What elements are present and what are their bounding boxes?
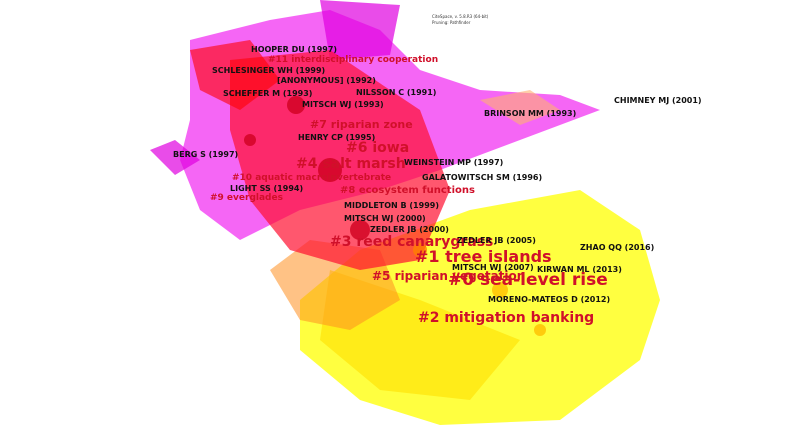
cluster-hulls bbox=[150, 0, 660, 425]
cluster-label: #6 iowa bbox=[346, 140, 409, 156]
cluster-label: #1 tree islands bbox=[415, 247, 552, 266]
reference-label: MITSCH WJ (2007) bbox=[452, 263, 534, 272]
reference-label: KIRWAN ML (2013) bbox=[537, 265, 622, 274]
node bbox=[287, 96, 305, 114]
labels: #0 sea-level rise #1 tree islands #2 mitig… bbox=[173, 45, 702, 326]
hull bbox=[150, 140, 200, 175]
hull bbox=[230, 50, 450, 270]
cluster-label: #5 riparian vegetation bbox=[372, 269, 525, 283]
reference-label: SCHEFFER M (1993) bbox=[223, 89, 312, 98]
info-block: CiteSpace, v. 5.8.R3 (64-bit)Pruning: Pa… bbox=[432, 14, 489, 25]
reference-label: LIGHT SS (1994) bbox=[230, 184, 303, 193]
reference-label: HOOPER DU (1997) bbox=[251, 45, 337, 54]
cluster-label: #10 aquatic macroinvertebrate bbox=[232, 173, 391, 183]
node bbox=[413, 243, 427, 257]
cluster-label: #7 riparian zone bbox=[310, 118, 413, 131]
info-line: CiteSpace, v. 5.8.R3 (64-bit) bbox=[432, 14, 489, 19]
reference-label: SCHLESINGER WH (1999) bbox=[212, 66, 325, 75]
reference-label: MIDDLETON B (1999) bbox=[344, 201, 439, 210]
reference-label: ZEDLER JB (2000) bbox=[370, 225, 449, 234]
info-line: Pruning: Pathfinder bbox=[432, 20, 471, 25]
reference-label: GALATOWITSCH SM (1996) bbox=[422, 173, 542, 182]
nodes bbox=[244, 96, 546, 336]
node bbox=[534, 324, 546, 336]
reference-label: CHIMNEY MJ (2001) bbox=[614, 96, 702, 105]
cluster-label: #8 ecosystem functions bbox=[340, 185, 475, 196]
hull bbox=[190, 40, 280, 110]
reference-label: WEINSTEIN MP (1997) bbox=[404, 158, 503, 167]
reference-label: ZEDLER JB (2005) bbox=[457, 236, 536, 245]
reference-label: MITSCH WJ (2000) bbox=[344, 214, 426, 223]
hull bbox=[320, 0, 400, 60]
reference-label: MITSCH WJ (1993) bbox=[302, 100, 384, 109]
cluster-label: #0 sea-level rise bbox=[448, 270, 608, 290]
reference-label: NILSSON C (1991) bbox=[356, 88, 436, 97]
cluster-label: #9 everglades bbox=[210, 193, 283, 203]
node bbox=[350, 220, 370, 240]
reference-label: [ANONYMOUS] (1992) bbox=[277, 76, 376, 85]
cluster-label: #4 salt marsh bbox=[296, 156, 406, 172]
node bbox=[492, 282, 508, 298]
reference-label: MORENO-MATEOS D (2012) bbox=[488, 295, 610, 304]
node bbox=[318, 158, 342, 182]
reference-label: BERG S (1997) bbox=[173, 150, 238, 159]
cluster-label: #11 interdisciplinary cooperation bbox=[268, 55, 438, 65]
hull bbox=[480, 90, 560, 125]
cluster-label: #3 reed canarygrass bbox=[330, 234, 493, 250]
reference-label: HENRY CP (1995) bbox=[298, 133, 375, 142]
node bbox=[244, 134, 256, 146]
cluster-label: #2 mitigation banking bbox=[418, 310, 594, 326]
reference-label: ZHAO QQ (2016) bbox=[580, 243, 654, 252]
reference-label: BRINSON MM (1993) bbox=[484, 109, 576, 118]
